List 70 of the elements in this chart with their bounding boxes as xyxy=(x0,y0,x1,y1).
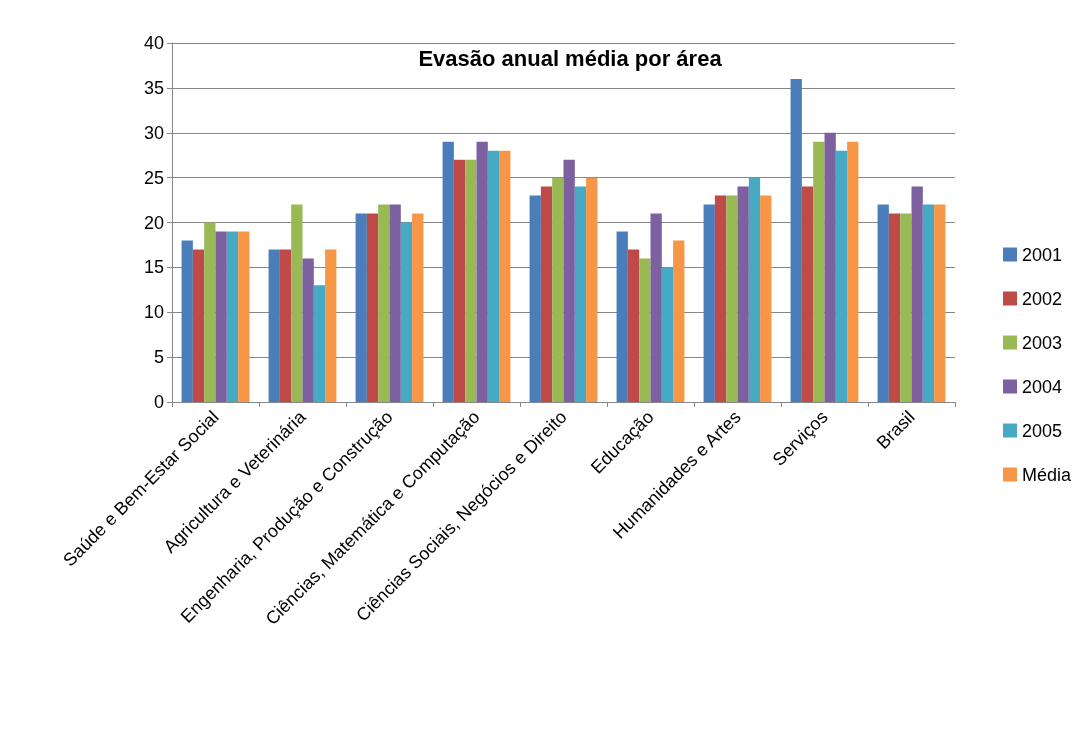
bar xyxy=(453,159,466,402)
bar xyxy=(355,213,367,402)
bar xyxy=(238,231,250,402)
bar xyxy=(215,231,227,402)
y-tick-label: 15 xyxy=(143,257,164,278)
bar xyxy=(204,222,216,402)
bar xyxy=(922,204,935,402)
bar xyxy=(900,213,912,402)
bar xyxy=(661,267,674,402)
y-tick-label: 30 xyxy=(143,122,164,143)
bar xyxy=(400,222,413,402)
bar xyxy=(934,204,946,402)
bar xyxy=(835,150,848,402)
bar xyxy=(552,177,564,402)
y-tick-label: 25 xyxy=(143,167,164,188)
legend-label: 2004 xyxy=(1021,376,1063,397)
bar xyxy=(714,195,727,402)
y-tick-label: 35 xyxy=(143,77,164,98)
bar xyxy=(813,141,825,402)
bar xyxy=(268,249,280,402)
bar xyxy=(639,258,651,402)
bar xyxy=(574,186,587,402)
bar xyxy=(911,186,923,402)
bar xyxy=(442,141,454,402)
bar xyxy=(378,204,390,402)
bar xyxy=(616,231,628,402)
bar xyxy=(847,141,859,402)
bar xyxy=(181,240,193,402)
y-tick-label: 40 xyxy=(143,33,164,53)
bar xyxy=(703,204,715,402)
bar xyxy=(279,249,292,402)
bar xyxy=(499,150,511,402)
bar xyxy=(540,186,553,402)
bar xyxy=(737,186,749,402)
bar xyxy=(412,213,424,402)
legend-label: 2005 xyxy=(1021,420,1063,441)
bar xyxy=(487,150,500,402)
bar xyxy=(291,204,303,402)
bar xyxy=(313,285,326,402)
legend-label: 2003 xyxy=(1021,332,1063,353)
y-tick-label: 0 xyxy=(153,392,164,412)
bar xyxy=(465,159,477,402)
bar xyxy=(563,159,575,402)
legend-label: 2001 xyxy=(1021,244,1063,265)
bar xyxy=(726,195,738,402)
bar xyxy=(586,177,598,402)
y-tick-label: 20 xyxy=(143,212,164,233)
bar xyxy=(650,213,662,402)
bar xyxy=(325,249,337,402)
bar xyxy=(824,132,836,402)
bar xyxy=(366,213,379,402)
bar xyxy=(673,240,685,402)
legend-label: Média xyxy=(1021,464,1072,485)
y-tick-label: 5 xyxy=(153,347,164,368)
bar xyxy=(226,231,239,402)
legend-label: 2002 xyxy=(1021,288,1063,309)
bar xyxy=(529,195,541,402)
bar xyxy=(760,195,772,402)
bar xyxy=(748,177,761,402)
y-tick-label: 10 xyxy=(143,302,164,323)
chart-title: Evasão anual média por área xyxy=(418,45,723,71)
bar xyxy=(627,249,640,402)
bar xyxy=(888,213,901,402)
bar xyxy=(476,141,488,402)
bar xyxy=(192,249,205,402)
bar xyxy=(389,204,401,402)
bar xyxy=(877,204,889,402)
bar xyxy=(302,258,314,402)
bar xyxy=(801,186,814,402)
bar xyxy=(790,78,802,402)
